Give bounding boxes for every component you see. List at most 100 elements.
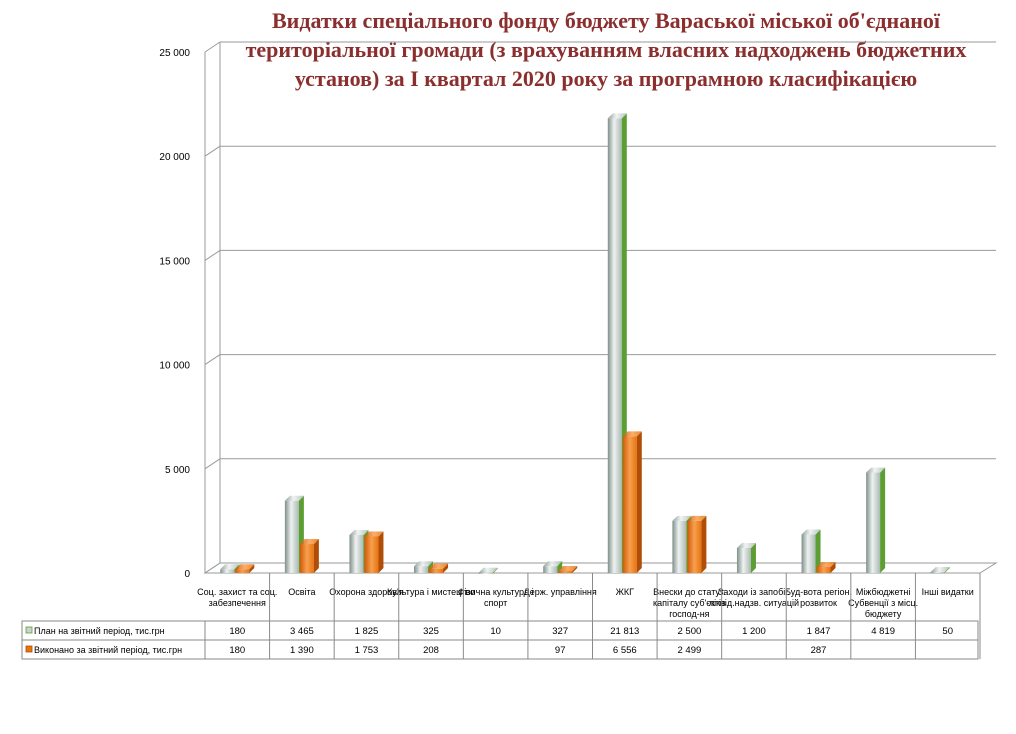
data-table-cell: 325 — [423, 626, 439, 637]
bar-plan-top — [478, 567, 498, 573]
bar-done-top — [687, 515, 707, 521]
bar-plan-side — [557, 561, 563, 573]
bar-done-top — [429, 563, 449, 569]
category-label: Освіта — [288, 587, 315, 597]
data-table-cell: 2 500 — [677, 626, 701, 637]
bar-plan-top — [220, 564, 240, 570]
bar-done-top — [364, 531, 384, 537]
gridline-diagonal — [204, 354, 221, 366]
bar-done-side — [249, 564, 255, 573]
data-table-cell: 21 813 — [610, 626, 639, 637]
y-tick-label: 20 000 — [159, 152, 190, 163]
category-label: Міжбюджетні Субвенції з місц. бюджету — [848, 587, 918, 619]
bar-plan — [801, 529, 821, 573]
data-table-cell: 1 753 — [355, 645, 379, 656]
bar-done — [299, 539, 319, 573]
legend-key — [25, 626, 33, 634]
data-table-cell: 50 — [942, 626, 953, 637]
legend-series-name: Виконано за звітний період, тис.грн — [34, 645, 182, 655]
bar-plan-top — [736, 542, 756, 548]
y-tick-label: 15 000 — [159, 256, 190, 267]
bar-plan-top — [801, 529, 821, 535]
bar-plan-front — [736, 547, 751, 573]
bar-done-front — [622, 436, 637, 573]
data-table-cell: 1 847 — [807, 626, 831, 637]
category-label: Держ. управління — [524, 587, 597, 597]
bar-done-front — [235, 569, 250, 573]
bar-done-side — [830, 562, 836, 573]
bar-plan-side — [944, 566, 950, 573]
bar-plan-front — [607, 118, 622, 573]
data-table-cell: 97 — [555, 645, 566, 656]
legend-series-name: План на звітний період, тис.грн — [34, 626, 165, 636]
bar-plan-side — [815, 529, 821, 573]
y-tick-label: 0 — [184, 569, 190, 580]
chart-title-line-1: Видатки спеціального фонду бюджету Варас… — [271, 8, 940, 33]
data-table-cell: 1 200 — [742, 626, 766, 637]
bar-done — [429, 563, 449, 573]
bar-plan-top — [284, 495, 304, 501]
bar-done-front — [299, 544, 314, 573]
bar-plan-front — [220, 569, 235, 573]
data-table-cell: 327 — [552, 626, 568, 637]
bar-plan-top — [349, 529, 369, 535]
category-label: Фізична культура і спорт — [458, 587, 534, 608]
chart-title-line-2: територіальної громади (з врахуванням вл… — [245, 37, 967, 62]
bar-plan — [930, 566, 950, 573]
data-table-cell: 3 465 — [290, 626, 314, 637]
bar-plan-top — [866, 467, 886, 473]
category-label: Буд-вота регіон. розвиток — [785, 587, 852, 608]
bar-plan-side — [492, 567, 498, 574]
bar-plan-front — [930, 571, 945, 573]
bar-done-side — [572, 565, 578, 573]
bar-done-side — [701, 515, 707, 573]
legend-key — [25, 645, 33, 653]
bar-done — [687, 515, 707, 573]
chart-title-line-3: установ) за І квартал 2020 року за прогр… — [294, 66, 918, 91]
gridline-diagonal — [204, 145, 221, 157]
category-label: Інші видатки — [922, 587, 974, 597]
bar-plan-top — [672, 515, 692, 521]
category-label: Охорона здоров'я — [329, 587, 403, 597]
bar-done — [235, 564, 255, 573]
category-label: Заходи із запобіг. ліквід.надзв. ситуацій — [709, 587, 799, 608]
bar-done-front — [558, 570, 573, 573]
bar-plan-front — [672, 520, 687, 573]
bar-done — [364, 531, 384, 573]
gridline-diagonal — [204, 41, 221, 53]
bar-done — [816, 562, 836, 573]
data-table-cell: 1 825 — [355, 626, 379, 637]
bar-done-front — [816, 567, 831, 573]
bar-done-top — [622, 431, 642, 437]
bar-done-top — [299, 539, 319, 545]
data-table-cell: 208 — [423, 645, 439, 656]
bar-plan-front — [478, 572, 493, 574]
bar-plan-top — [414, 561, 434, 567]
bar-done-side — [443, 563, 449, 573]
bar-plan-front — [866, 472, 881, 573]
y-tick-label: 25 000 — [159, 48, 190, 59]
gridline-diagonal — [204, 458, 221, 470]
bar-plan-front — [349, 534, 364, 573]
y-tick-label: 10 000 — [159, 361, 190, 372]
category-label: Культура і мистецтво — [387, 587, 475, 597]
bar-done-top — [558, 565, 578, 571]
data-table-cell: 2 499 — [677, 645, 701, 656]
bar-plan — [543, 561, 563, 573]
bar-plan-side — [750, 542, 756, 573]
bar-plan-top — [607, 113, 627, 119]
bar-done-top — [816, 562, 836, 568]
data-table-cell: 6 556 — [613, 645, 637, 656]
data-table-cell: 1 390 — [290, 645, 314, 656]
bar-done-top — [235, 564, 255, 570]
bar-done-side — [313, 539, 319, 573]
data-table-cell: 4 819 — [871, 626, 895, 637]
bar-plan-top — [930, 566, 950, 572]
bar-plan — [478, 567, 498, 574]
bar-plan-front — [801, 534, 816, 573]
bar-plan-front — [284, 500, 299, 573]
chart-title: Видатки спеціального фонду бюджету Варас… — [200, 6, 1012, 93]
bar-plan — [866, 467, 886, 573]
gridline-diagonal — [204, 249, 221, 261]
